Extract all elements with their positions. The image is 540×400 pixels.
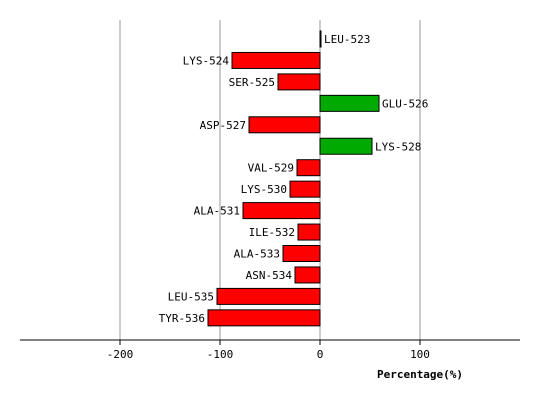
bar <box>242 202 321 220</box>
x-axis-title: Percentage(%) <box>377 368 463 381</box>
x-tick-label: -200 <box>107 348 134 361</box>
bars-group <box>207 30 380 327</box>
bar <box>277 73 321 91</box>
category-label: TYR-536 <box>159 312 205 325</box>
x-tick-label: -100 <box>207 348 234 361</box>
category-label: LYS-528 <box>375 140 421 153</box>
bar <box>231 51 321 69</box>
bar <box>248 116 321 134</box>
category-label: SER-525 <box>229 76 275 89</box>
category-label: LYS-524 <box>183 54 230 67</box>
x-ticks: -200 -100 0 100 <box>107 340 430 361</box>
bar <box>296 159 321 177</box>
gridlines <box>119 20 421 340</box>
bar <box>319 30 322 48</box>
bar <box>289 180 321 198</box>
category-label: LEU-535 <box>168 290 214 303</box>
category-label: ALA-533 <box>234 248 280 261</box>
bar <box>297 223 321 241</box>
category-label: GLU-526 <box>382 97 428 110</box>
x-tick-label: 0 <box>317 348 324 361</box>
category-label: LEU-523 <box>324 33 370 46</box>
bar <box>282 245 321 262</box>
category-label: ILE-532 <box>249 226 295 239</box>
category-label: LYS-530 <box>241 183 287 196</box>
bar <box>319 94 380 112</box>
category-label: ALA-531 <box>194 205 240 218</box>
category-label: ASP-527 <box>200 119 246 132</box>
category-label: VAL-529 <box>248 162 294 175</box>
x-tick-label: 100 <box>410 348 430 361</box>
category-labels: LEU-523 LYS-524 SER-525 GLU-526 ASP-527 LYS-5… <box>159 33 429 325</box>
bar <box>319 137 373 155</box>
category-label: ASN-534 <box>246 269 293 282</box>
bar <box>207 309 321 327</box>
bar <box>216 287 321 305</box>
bar <box>294 266 321 284</box>
